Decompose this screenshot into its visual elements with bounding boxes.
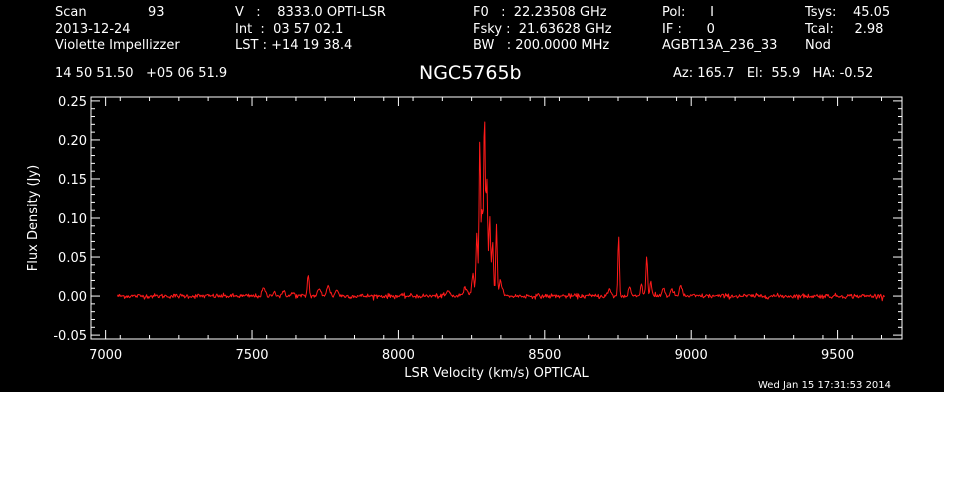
y-tick-label: 0.05	[58, 251, 87, 266]
y-tick-label: 0.10	[58, 212, 87, 227]
y-tick-label: 0.15	[58, 173, 87, 188]
scan-label: Scan	[55, 5, 87, 20]
x-axis-label: LSR Velocity (km/s) OPTICAL	[404, 366, 589, 381]
x-tick-label: 9500	[821, 348, 854, 363]
integration-line: Int : 03 57 02.1	[235, 22, 344, 37]
obs-mode: Nod	[805, 38, 831, 53]
spectrum-trace	[116, 121, 885, 302]
plot-panel: Scan 93 2013-12-24 Violette Impellizzer …	[0, 0, 944, 392]
if-line: IF : 0	[662, 22, 715, 37]
y-axis-label: Flux Density (Jy)	[26, 165, 41, 271]
x-tick-label: 8000	[382, 348, 415, 363]
plot-timestamp: Wed Jan 15 17:31:53 2014	[758, 380, 892, 391]
tsys-line: Tsys: 45.05	[805, 5, 891, 20]
az-el-ha-line: Az: 165.7 El: 55.9 HA: -0.52	[673, 66, 874, 81]
y-tick-label: -0.05	[53, 329, 87, 344]
plot-frame	[90, 96, 903, 340]
x-tick-label: 7500	[235, 348, 268, 363]
x-tick-label: 7000	[89, 348, 122, 363]
x-tick-label: 9000	[675, 348, 708, 363]
obs-date: 2013-12-24	[55, 22, 131, 37]
source-name-title: NGC5765b	[419, 62, 522, 84]
observer-name: Violette Impellizzer	[55, 38, 180, 53]
y-tick-label: 0.20	[58, 134, 87, 149]
pol-line: Pol: I	[662, 5, 714, 20]
y-tick-label: 0.00	[58, 290, 87, 305]
fsky-line: Fsky : 21.63628 GHz	[473, 22, 612, 37]
lst-line: LST : +14 19 38.4	[235, 38, 353, 53]
x-tick-label: 8500	[528, 348, 561, 363]
velocity-line: V : 8333.0 OPTI-LSR	[235, 5, 386, 20]
bandwidth-line: BW : 200.0000 MHz	[473, 38, 610, 53]
source-coordinates: 14 50 51.50 +05 06 51.9	[55, 66, 228, 81]
spectrum-chart: 7000 7500 8000 8500 9000 9500 -0.05 0.00 0.05 0.1…	[26, 95, 903, 381]
project-id: AGBT13A_236_33	[662, 38, 778, 53]
tcal-line: Tcal: 2.98	[805, 22, 884, 37]
scan-value: 93	[148, 5, 165, 20]
y-tick-label: 0.25	[58, 95, 87, 110]
f0-line: F0 : 22.23508 GHz	[473, 5, 607, 20]
